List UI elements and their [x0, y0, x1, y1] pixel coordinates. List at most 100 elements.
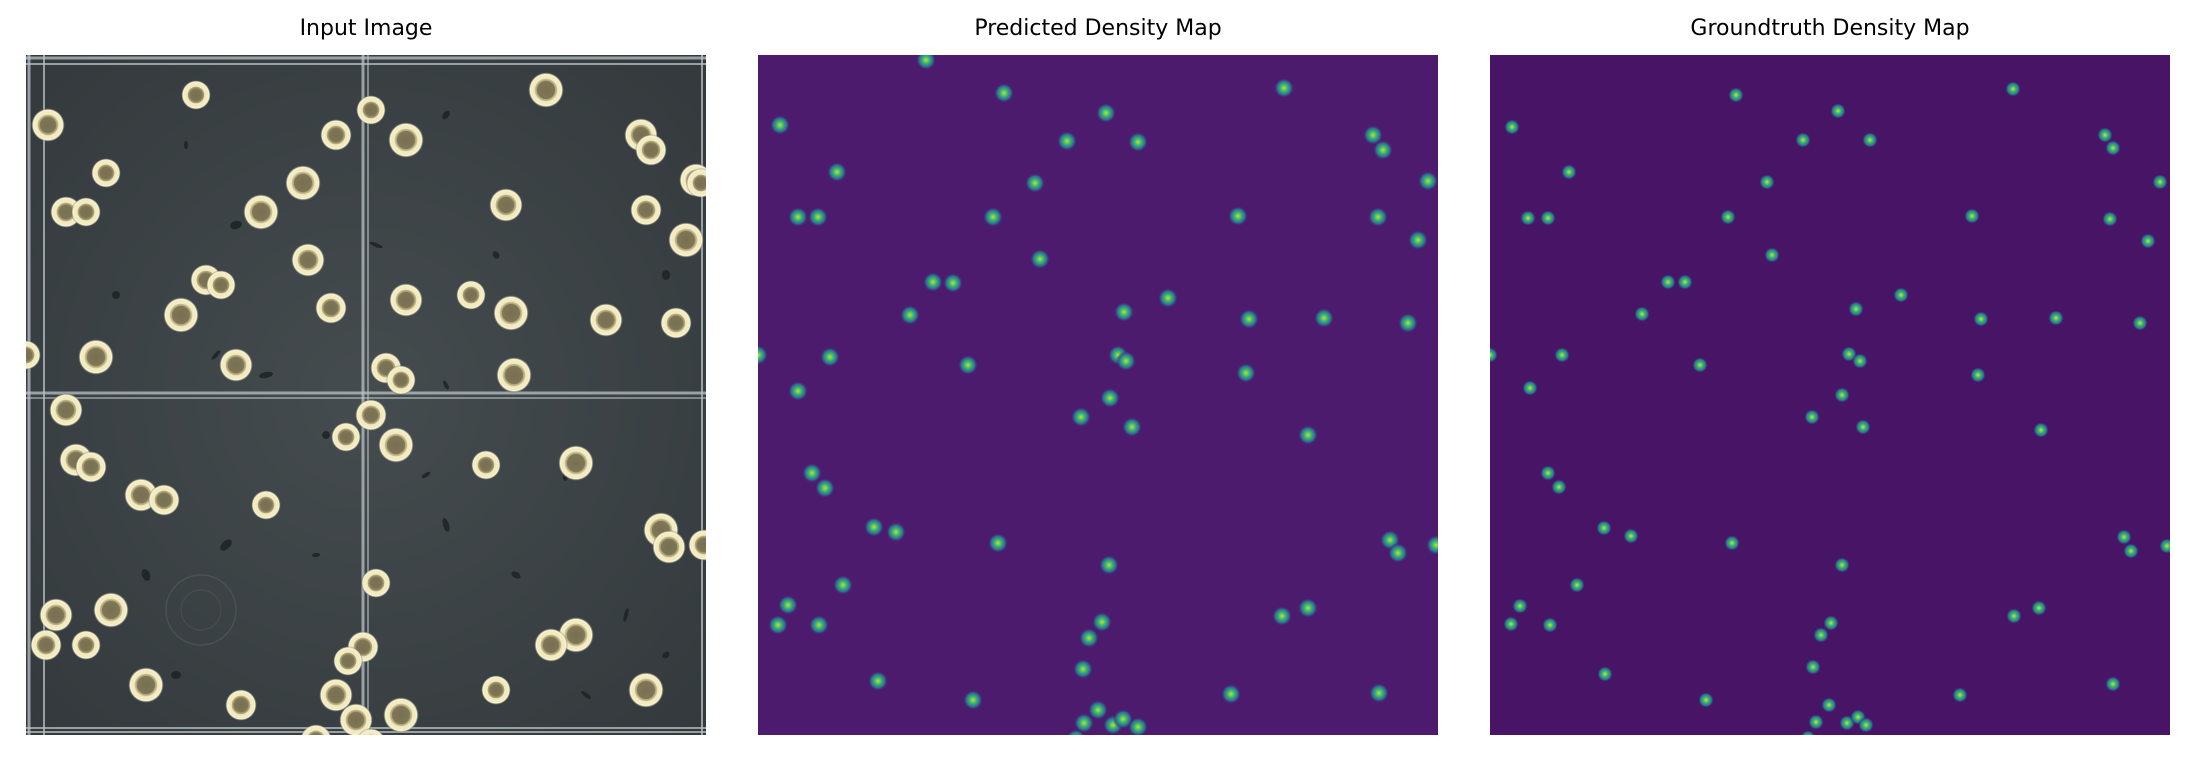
groundtruth-density-title: Groundtruth Density Map — [1690, 16, 1970, 41]
groundtruth-blob — [1720, 209, 1736, 225]
predicted-blob — [1074, 713, 1094, 733]
predicted-blob — [943, 273, 963, 293]
input-cell — [688, 529, 706, 561]
input-debris-speck — [171, 670, 181, 680]
predicted-blob — [1408, 230, 1428, 250]
predicted-blob — [1030, 249, 1050, 269]
groundtruth-blob — [1952, 687, 1968, 703]
input-cell — [635, 134, 667, 166]
input-debris-speck — [141, 569, 151, 581]
input-cell — [528, 72, 564, 108]
groundtruth-blob — [1821, 697, 1837, 713]
predicted-blob — [1073, 659, 1093, 679]
predicted-blob — [1298, 425, 1318, 445]
predicted-blob — [758, 345, 768, 365]
groundtruth-blob — [1561, 164, 1577, 180]
groundtruth-blob — [1764, 247, 1780, 263]
input-cell — [496, 357, 532, 393]
input-cell — [163, 297, 199, 333]
input-cell — [358, 728, 384, 735]
predicted-blob — [1388, 543, 1408, 563]
input-cell — [378, 427, 414, 463]
input-debris-speck — [220, 539, 232, 551]
groundtruth-blob — [2006, 608, 2022, 624]
predicted-blob — [1096, 103, 1116, 123]
predicted-blob — [1298, 598, 1318, 618]
predicted-blob — [1368, 207, 1388, 227]
input-debris-speck — [662, 651, 670, 659]
predicted-blob — [900, 305, 920, 325]
input-cell — [148, 484, 180, 516]
predicted-density-blobs — [758, 55, 1438, 735]
input-cell — [333, 646, 363, 676]
input-cell — [39, 598, 73, 632]
predicted-blob — [1025, 173, 1045, 193]
input-artifact-ring — [165, 574, 237, 646]
input-cell — [291, 243, 325, 277]
predicted-blob — [1122, 417, 1142, 437]
groundtruth-blob — [1554, 347, 1570, 363]
input-cell — [389, 283, 423, 317]
groundtruth-blob — [1795, 132, 1811, 148]
predicted-blob — [958, 355, 978, 375]
predicted-blob — [809, 615, 829, 635]
input-cell — [26, 340, 41, 370]
input-cell — [93, 592, 129, 628]
input-cell — [388, 122, 424, 158]
input-cell — [628, 672, 664, 708]
groundtruth-blob — [1852, 353, 1868, 369]
predicted-blob — [1158, 288, 1178, 308]
groundtruth-blob — [1855, 419, 1871, 435]
groundtruth-blob — [1698, 692, 1714, 708]
predicted-blob — [1071, 407, 1091, 427]
input-cell — [71, 197, 101, 227]
predicted-blob — [1314, 308, 1334, 328]
predicted-blob — [988, 533, 1008, 553]
input-debris-speck — [442, 110, 450, 120]
predicted-blob — [1114, 302, 1134, 322]
input-cell — [361, 568, 391, 598]
groundtruth-blob — [1540, 210, 1556, 226]
groundtruth-blob — [2105, 676, 2121, 692]
input-cell — [219, 348, 253, 382]
input-debris-speck — [312, 552, 320, 558]
groundtruth-blob — [1808, 714, 1824, 730]
groundtruth-blob — [1692, 357, 1708, 373]
groundtruth-blob — [1512, 598, 1528, 614]
predicted-blob — [1272, 606, 1292, 626]
input-cell — [91, 158, 121, 188]
predicted-blob — [868, 671, 888, 691]
groundtruth-blob — [2159, 538, 2170, 554]
groundtruth-blob — [1724, 535, 1740, 551]
groundtruth-blob — [2031, 600, 2047, 616]
input-artifact-ring — [180, 589, 222, 631]
predicted-blob — [833, 575, 853, 595]
input-cell — [668, 222, 704, 258]
input-cell — [456, 280, 486, 310]
input-cell — [493, 295, 529, 331]
input-cell — [383, 697, 419, 733]
groundtruth-blob — [1759, 174, 1775, 190]
groundtruth-blob — [2097, 127, 2113, 143]
groundtruth-blob — [1964, 208, 1980, 224]
predicted-blob — [815, 478, 835, 498]
input-debris-speck — [421, 471, 431, 479]
predicted-blob — [1092, 612, 1112, 632]
predicted-blob — [1274, 78, 1294, 98]
predicted-blob — [1079, 628, 1099, 648]
groundtruth-blob — [1800, 730, 1816, 735]
input-cell — [30, 629, 62, 661]
predicted-blob — [778, 595, 798, 615]
groundtruth-blob — [2132, 315, 2148, 331]
predicted-density-panel — [758, 55, 1438, 735]
predicted-blob — [820, 347, 840, 367]
input-debris-speck — [443, 380, 449, 390]
groundtruth-blob — [1540, 465, 1556, 481]
input-cell — [181, 80, 211, 110]
groundtruth-blob — [1623, 528, 1639, 544]
groundtruth-blob — [1597, 666, 1613, 682]
input-debris-speck — [623, 608, 629, 622]
groundtruth-blob — [1973, 311, 1989, 327]
predicted-blob — [923, 272, 943, 292]
input-debris-speck — [511, 571, 521, 579]
